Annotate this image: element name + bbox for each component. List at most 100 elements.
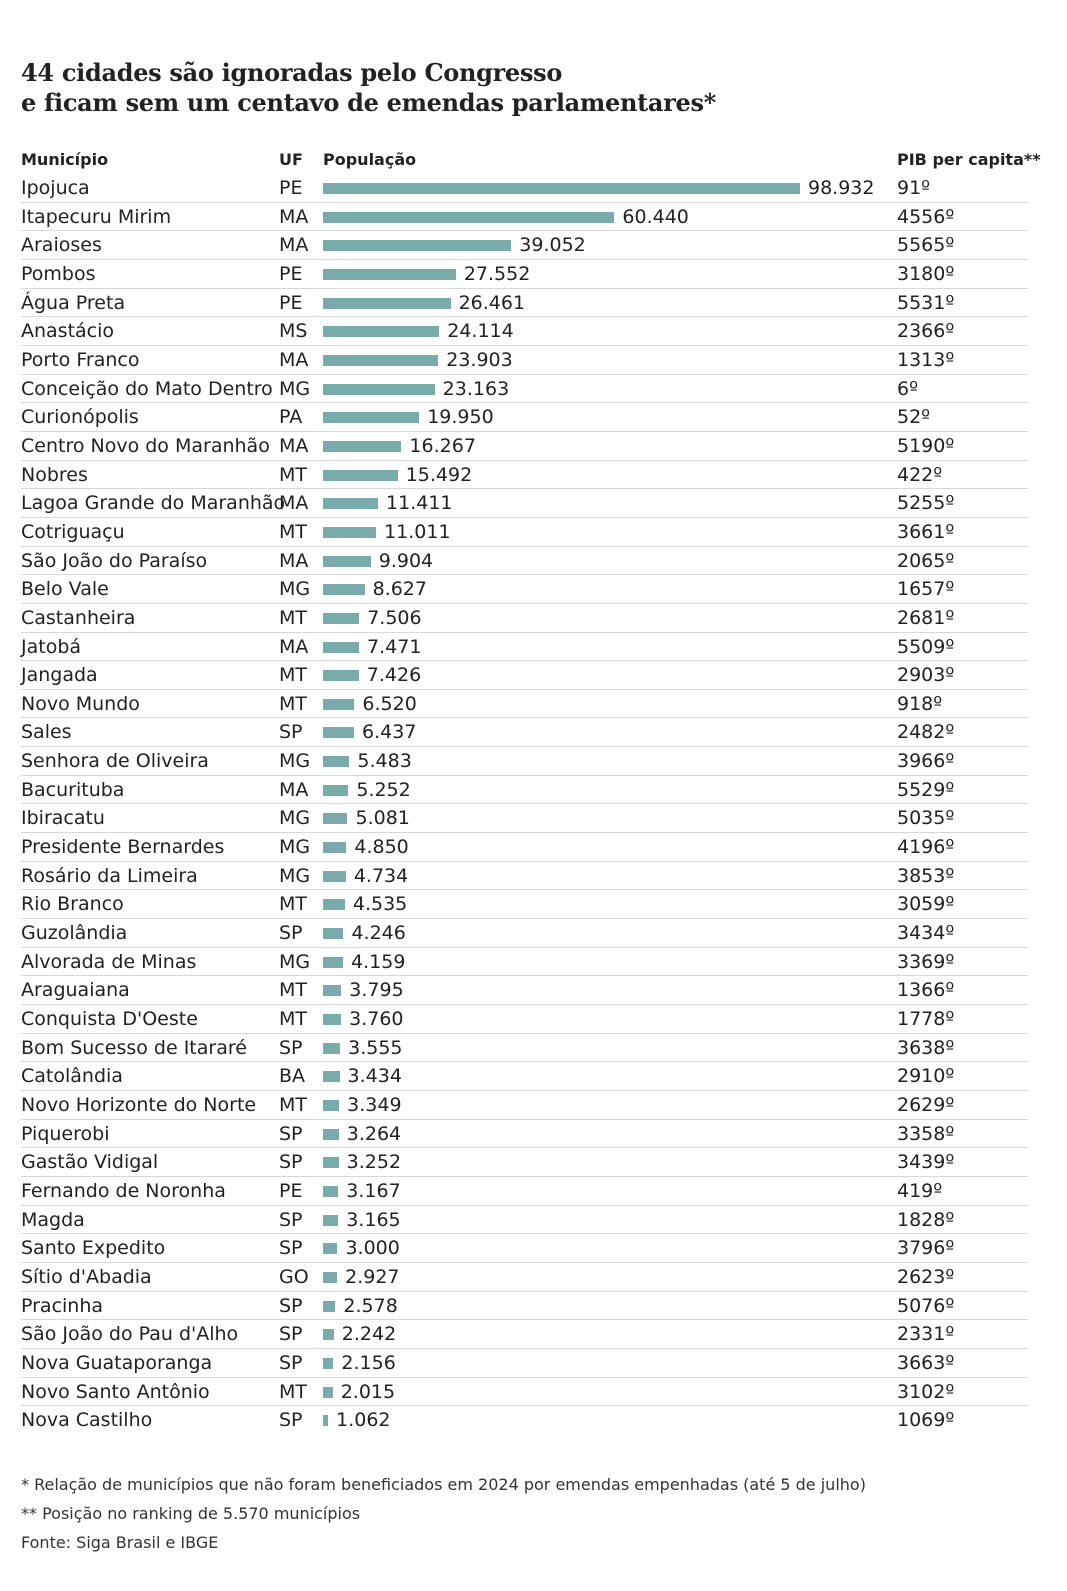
municipio-name: Bom Sucesso de Itararé xyxy=(21,1036,247,1059)
table-row: Nobres MT 15.492 422º xyxy=(21,461,1028,490)
municipio-name: Rosário da Limeira xyxy=(21,864,198,887)
table-row: Pombos PE 27.552 3180º xyxy=(21,260,1028,289)
table-row: Curionópolis PA 19.950 52º xyxy=(21,403,1028,432)
uf-code: SP xyxy=(279,922,303,945)
uf-code: SP xyxy=(279,1036,303,1059)
uf-code: SP xyxy=(279,1237,303,1260)
pib-rank: 3663º xyxy=(897,1351,955,1374)
population-bar xyxy=(323,1243,338,1255)
pib-rank: 2482º xyxy=(897,721,955,744)
population-bar xyxy=(323,469,398,481)
population-bar xyxy=(323,498,379,510)
pib-rank: 2331º xyxy=(897,1323,955,1346)
municipio-name: Sítio d'Abadia xyxy=(21,1265,152,1288)
municipio-name: Pracinha xyxy=(21,1294,104,1317)
title-line-1: 44 cidades são ignoradas pelo Congresso xyxy=(21,58,563,87)
table-row: Nova Castilho SP 1.062 1069º xyxy=(21,1406,1028,1435)
header-pib: PIB per capita** xyxy=(897,150,1041,169)
uf-code: MA xyxy=(279,234,309,257)
population-label: 39.052 xyxy=(519,234,586,257)
population-bar xyxy=(323,1128,339,1140)
table-row: Belo Vale MG 8.627 1657º xyxy=(21,575,1028,604)
population-label: 15.492 xyxy=(405,463,473,486)
municipio-name: Rio Branco xyxy=(21,893,124,916)
footnote-1: * Relação de municípios que não foram be… xyxy=(21,1475,866,1494)
population-bar xyxy=(323,526,377,538)
chart-rows: Ipojuca PE 98.932 91º Itapecuru Mirim MA 60.44… xyxy=(21,174,1028,1435)
population-bar xyxy=(323,784,349,796)
population-label: 5.252 xyxy=(356,778,411,801)
table-row: Lagoa Grande do Maranhão MA 11.411 5255º xyxy=(21,489,1028,518)
municipio-name: Alvorada de Minas xyxy=(21,950,197,973)
population-label: 23.903 xyxy=(446,348,513,371)
population-label: 7.506 xyxy=(367,606,422,629)
municipio-name: Conceição do Mato Dentro xyxy=(21,377,273,400)
pib-rank: 3102º xyxy=(897,1380,955,1403)
municipio-name: Piquerobi xyxy=(21,1122,110,1145)
table-row: Nova Guataporanga SP 2.156 3663º xyxy=(21,1349,1028,1378)
pib-rank: 3369º xyxy=(897,950,955,973)
pib-rank: 3059º xyxy=(897,893,955,916)
population-label: 3.795 xyxy=(349,979,404,1002)
population-label: 4.246 xyxy=(351,922,406,945)
population-bar xyxy=(323,1214,339,1226)
population-label: 98.932 xyxy=(808,177,875,199)
population-label: 11.411 xyxy=(386,492,453,515)
pib-rank: 2623º xyxy=(897,1265,955,1288)
population-bar xyxy=(323,899,345,911)
municipio-name: Lagoa Grande do Maranhão xyxy=(21,492,286,515)
table-row: Castanheira MT 7.506 2681º xyxy=(21,604,1028,633)
pib-rank: 3966º xyxy=(897,750,955,773)
population-label: 3.165 xyxy=(346,1208,401,1231)
municipio-name: Cotriguaçu xyxy=(21,520,125,543)
population-label: 2.156 xyxy=(341,1351,396,1374)
uf-code: MA xyxy=(279,492,309,515)
pib-rank: 1657º xyxy=(897,578,955,601)
pib-rank: 419º xyxy=(897,1179,943,1202)
population-label: 2.927 xyxy=(345,1265,400,1288)
pib-rank: 1069º xyxy=(897,1409,955,1432)
municipio-name: Catolândia xyxy=(21,1065,123,1088)
municipio-name: Guzolândia xyxy=(21,922,128,945)
municipio-name: Araguaiana xyxy=(21,979,130,1002)
title-line-2: e ficam sem um centavo de emendas parlam… xyxy=(21,88,716,117)
table-row: Novo Santo Antônio MT 2.015 3102º xyxy=(21,1378,1028,1407)
table-row: São João do Paraíso MA 9.904 2065º xyxy=(21,547,1028,576)
table-row: Novo Horizonte do Norte MT 3.349 2629º xyxy=(21,1091,1028,1120)
municipio-name: Pombos xyxy=(21,262,96,285)
municipio-name: Presidente Bernardes xyxy=(21,836,225,859)
table-row: Guzolândia SP 4.246 3434º xyxy=(21,919,1028,948)
population-label: 3.349 xyxy=(347,1094,402,1116)
table-row: Bom Sucesso de Itararé SP 3.555 3638º xyxy=(21,1034,1028,1063)
table-row: Itapecuru Mirim MA 60.440 4556º xyxy=(21,203,1028,232)
pib-rank: 3796º xyxy=(897,1237,955,1260)
population-bar xyxy=(323,1357,334,1369)
uf-code: SP xyxy=(279,721,303,744)
uf-code: BA xyxy=(279,1065,306,1088)
uf-code: PE xyxy=(279,1179,303,1202)
population-bar xyxy=(323,555,371,567)
uf-code: MT xyxy=(279,1380,307,1403)
population-bar xyxy=(323,297,451,309)
uf-code: MT xyxy=(279,893,307,916)
pib-rank: 1313º xyxy=(897,348,955,371)
uf-code: MA xyxy=(279,549,309,572)
uf-code: MT xyxy=(279,520,307,543)
population-bar xyxy=(323,727,355,739)
municipio-name: Novo Santo Antônio xyxy=(21,1380,210,1403)
pib-rank: 52º xyxy=(897,406,931,429)
uf-code: MT xyxy=(279,664,307,687)
municipio-name: Centro Novo do Maranhão xyxy=(21,434,270,457)
table-row: Sítio d'Abadia GO 2.927 2623º xyxy=(21,1263,1028,1292)
table-row: Senhora de Oliveira MG 5.483 3966º xyxy=(21,747,1028,776)
municipio-name: Nova Castilho xyxy=(21,1409,153,1432)
municipio-name: Nova Guataporanga xyxy=(21,1351,213,1374)
population-label: 60.440 xyxy=(622,205,689,228)
population-bar xyxy=(323,1014,342,1026)
population-label: 16.267 xyxy=(409,434,476,457)
uf-code: PE xyxy=(279,291,303,314)
uf-code: MA xyxy=(279,778,309,801)
uf-code: MG xyxy=(279,836,311,859)
pib-rank: 2629º xyxy=(897,1094,955,1116)
uf-code: MA xyxy=(279,205,309,228)
